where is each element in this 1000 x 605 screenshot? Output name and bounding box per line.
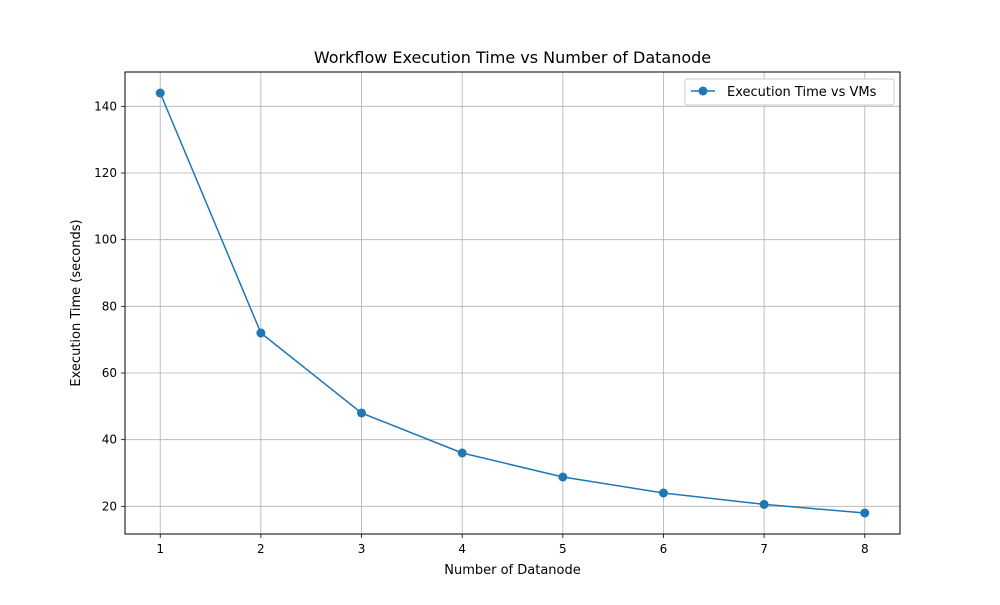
x-tick-label: 5 [559, 542, 567, 556]
y-tick-label: 80 [102, 299, 117, 313]
plot-area [155, 88, 870, 518]
data-point [256, 328, 266, 338]
data-point [457, 448, 467, 458]
x-tick-label: 2 [257, 542, 265, 556]
x-tick-label: 6 [660, 542, 668, 556]
y-axis-ticks: 20 40 60 80 100 120 140 [94, 99, 125, 513]
legend-label: Execution Time vs VMs [727, 85, 877, 100]
data-point [759, 499, 769, 509]
legend-box [684, 78, 895, 106]
data-point [357, 408, 367, 418]
data-point [558, 472, 568, 482]
legend: Execution Time vs VMs [684, 78, 895, 106]
y-tick-label: 140 [94, 99, 117, 113]
x-axis-label: Number of Datanode [444, 563, 581, 578]
data-point [155, 88, 165, 98]
data-point [658, 488, 668, 498]
y-tick-label: 100 [94, 233, 117, 247]
y-tick-label: 120 [94, 166, 117, 180]
x-tick-label: 4 [458, 542, 466, 556]
series-line [159, 92, 865, 514]
legend-marker-swatch [698, 86, 708, 96]
y-tick-label: 40 [102, 433, 117, 447]
axes-frame [124, 71, 901, 535]
y-tick-label: 20 [102, 499, 117, 513]
y-axis-label: Execution Time (seconds) [69, 219, 84, 386]
x-axis-ticks: 1 2 3 4 5 6 7 8 [156, 534, 869, 556]
grid [125, 72, 900, 534]
x-tick-label: 8 [861, 542, 869, 556]
x-tick-label: 3 [358, 542, 366, 556]
chart-title: Workflow Execution Time vs Number of Dat… [314, 48, 711, 67]
x-tick-label: 7 [760, 542, 768, 556]
y-tick-label: 60 [102, 366, 117, 380]
data-point [860, 508, 870, 518]
x-tick-label: 1 [156, 542, 164, 556]
